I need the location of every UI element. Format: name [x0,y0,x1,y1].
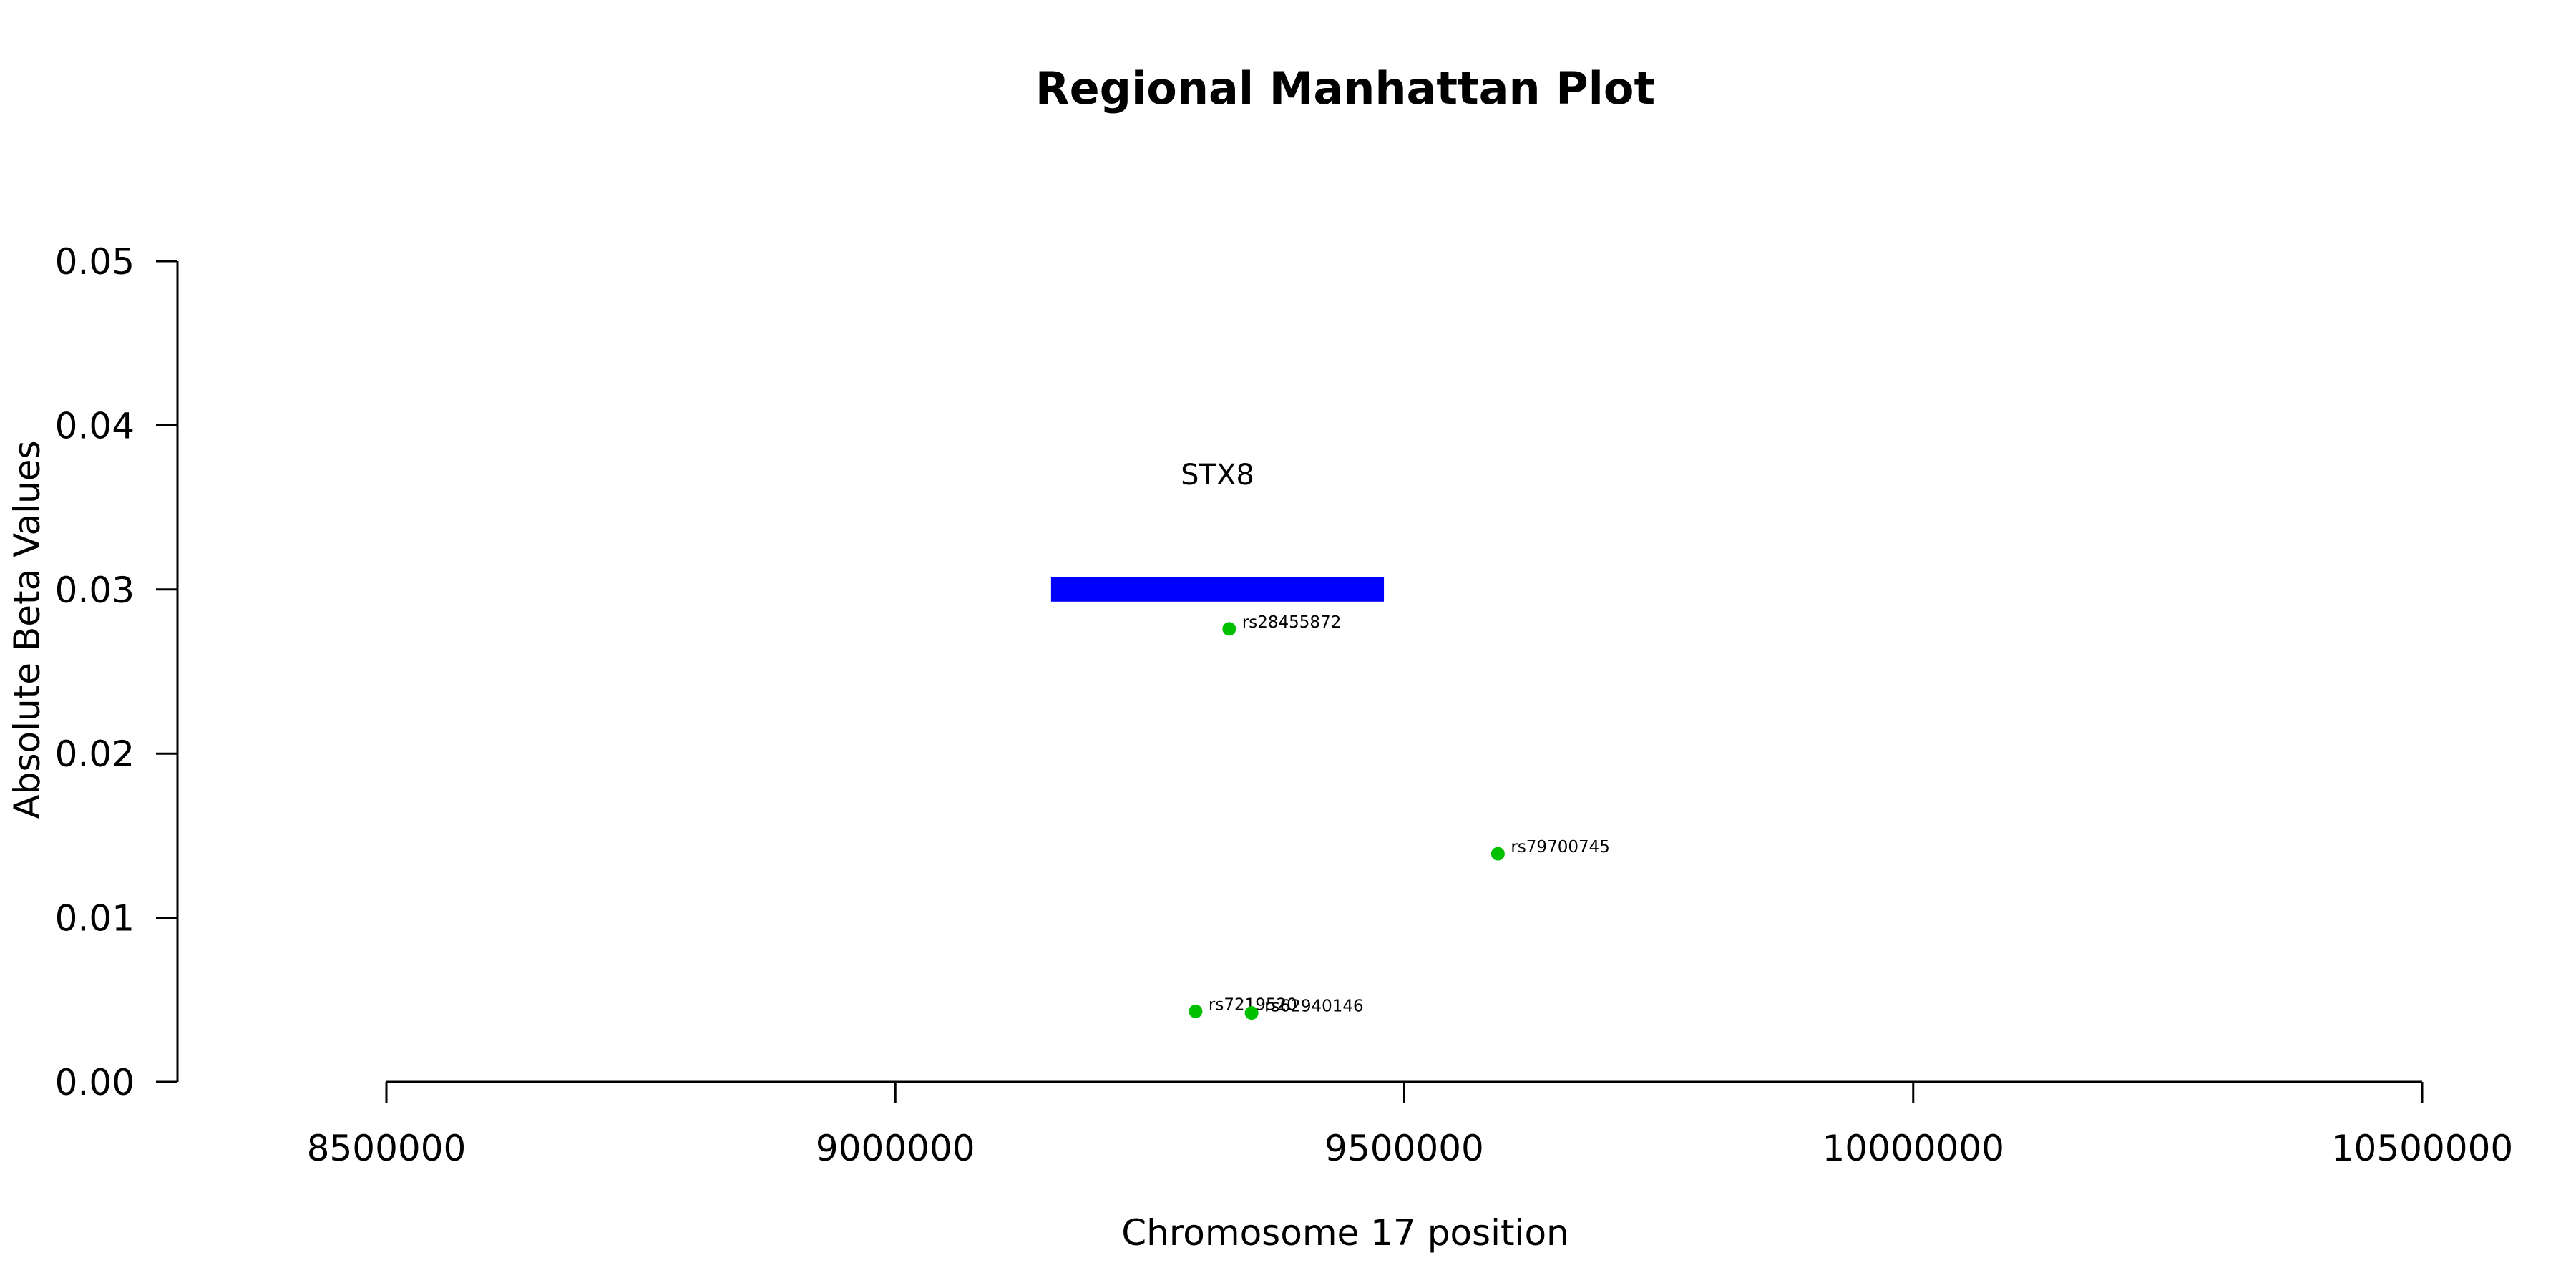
y-tick-label: 0.05 [55,241,135,283]
snp-point [1189,1004,1203,1018]
y-tick-label: 0.04 [55,405,135,447]
x-tick-label: 10500000 [2331,1128,2514,1169]
snp-label: rs28455872 [1242,613,1342,632]
chart-title: Regional Manhattan Plot [1035,62,1655,114]
snp-label: rs62940146 [1264,997,1364,1016]
x-tick-label: 9000000 [816,1128,975,1169]
y-tick-label: 0.03 [55,570,135,611]
y-tick-label: 0.02 [55,733,135,775]
x-tick-label: 9500000 [1324,1128,1484,1169]
gene-label: STX8 [1181,459,1254,492]
x-tick-label: 10000000 [1823,1128,2005,1169]
snp-point [1244,1006,1259,1020]
x-axis: 8500000 9000000 9500000 10000000 10500000 [307,1080,2514,1169]
y-tick-label: 0.00 [55,1062,135,1103]
x-tick-label: 8500000 [307,1128,467,1169]
gene-track: STX8 [1050,459,1385,602]
x-axis-label: Chromosome 17 position [1121,1212,1569,1254]
snp-point [1222,622,1236,636]
y-axis: 0.00 0.01 0.02 0.03 0.04 0.05 [55,241,179,1103]
gene-bar [1050,577,1385,602]
y-axis-label: Absolute Beta Values [6,441,48,819]
snp-label: rs79700745 [1511,838,1610,857]
y-tick-label: 0.01 [55,898,135,940]
snp-point [1491,847,1505,861]
